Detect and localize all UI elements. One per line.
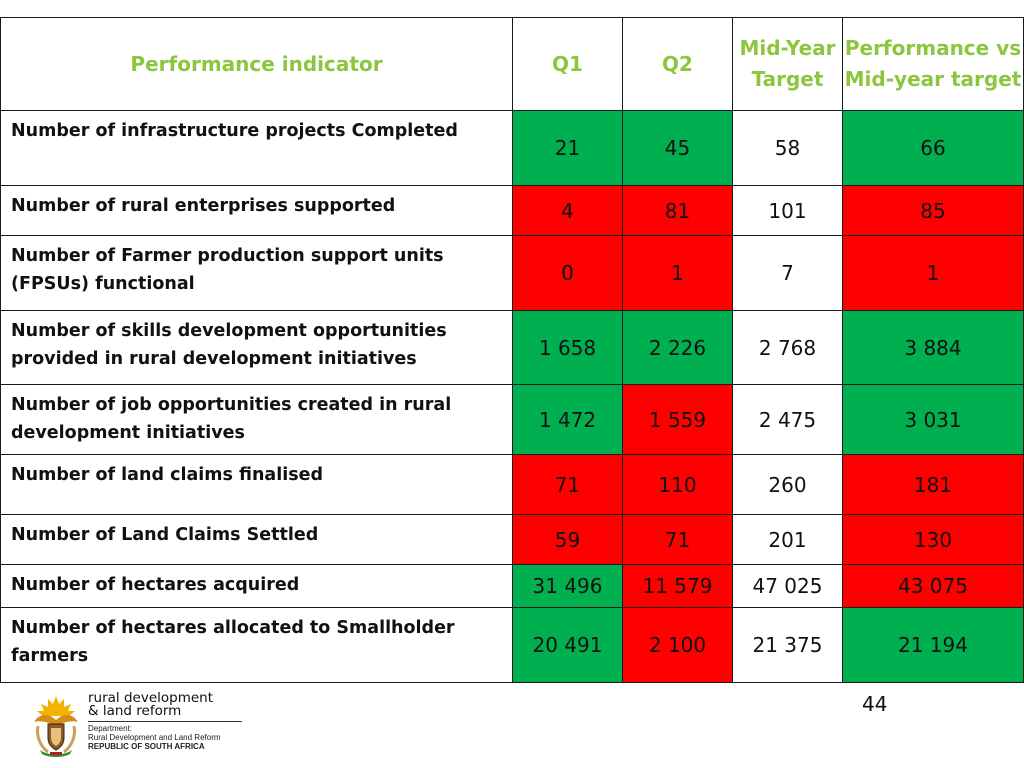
indicator-cell: Number of rural enterprises supported [0, 185, 513, 236]
south-africa-coat-of-arms-icon [34, 696, 78, 757]
table-row: Number of infrastructure projects Comple… [0, 110, 1024, 186]
indicator-cell: Number of Land Claims Settled [0, 514, 513, 565]
target-cell: 101 [732, 185, 843, 236]
header-q1: Q1 [512, 17, 623, 111]
q2-cell: 110 [622, 454, 733, 515]
header-mid-year-target: Mid-Year Target [732, 17, 843, 111]
target-cell: 2 768 [732, 310, 843, 385]
q2-cell: 71 [622, 514, 733, 565]
department-name-line1: rural development [88, 690, 214, 706]
indicator-cell: Number of hectares acquired [0, 564, 513, 608]
q1-cell: 1 472 [512, 384, 623, 455]
q1-cell: 59 [512, 514, 623, 565]
q1-cell: 21 [512, 110, 623, 186]
q2-cell: 1 559 [622, 384, 733, 455]
department-logo: rural development & land reform Departme… [28, 690, 242, 758]
department-subtitle: Department: Rural Development and Land R… [88, 724, 221, 751]
header-row: Performance indicator Q1 Q2 Mid-Year Tar… [0, 17, 1024, 111]
indicator-cell: Number of land claims finalised [0, 454, 513, 515]
target-cell: 21 375 [732, 607, 843, 683]
q2-cell: 45 [622, 110, 733, 186]
q2-cell: 11 579 [622, 564, 733, 608]
q2-cell: 2 226 [622, 310, 733, 385]
indicator-cell: Number of job opportunities created in r… [0, 384, 513, 455]
table-row: Number of hectares acquired 31 496 11 57… [0, 564, 1024, 608]
table-row: Number of Land Claims Settled 59 71 201 … [0, 514, 1024, 565]
performance-table: Performance indicator Q1 Q2 Mid-Year Tar… [0, 17, 1024, 683]
country-name: REPUBLIC OF SOUTH AFRICA [88, 742, 205, 751]
indicator-cell: Number of skills development opportuniti… [0, 310, 513, 385]
performance-cell: 85 [842, 185, 1024, 236]
page-number: 44 [862, 692, 888, 716]
q1-cell: 71 [512, 454, 623, 515]
q2-cell: 1 [622, 235, 733, 311]
table-row: Number of job opportunities created in r… [0, 384, 1024, 455]
performance-cell: 21 194 [842, 607, 1024, 683]
department-name-line2: & land reform [88, 703, 182, 719]
q1-cell: 31 496 [512, 564, 623, 608]
table-row: Number of land claims finalised 71 110 2… [0, 454, 1024, 515]
performance-cell: 43 075 [842, 564, 1024, 608]
performance-cell: 1 [842, 235, 1024, 311]
indicator-cell: Number of hectares allocated to Smallhol… [0, 607, 513, 683]
department-label: Department: [88, 724, 133, 733]
q1-cell: 1 658 [512, 310, 623, 385]
target-cell: 260 [732, 454, 843, 515]
table-row: Number of skills development opportuniti… [0, 310, 1024, 385]
target-cell: 47 025 [732, 564, 843, 608]
q1-cell: 4 [512, 185, 623, 236]
q2-cell: 2 100 [622, 607, 733, 683]
department-full-name: Rural Development and Land Reform [88, 733, 221, 742]
divider [88, 721, 242, 722]
q1-cell: 0 [512, 235, 623, 311]
indicator-cell: Number of Farmer production support unit… [0, 235, 513, 311]
performance-cell: 66 [842, 110, 1024, 186]
performance-cell: 3 031 [842, 384, 1024, 455]
target-cell: 201 [732, 514, 843, 565]
performance-cell: 3 884 [842, 310, 1024, 385]
performance-cell: 130 [842, 514, 1024, 565]
performance-cell: 181 [842, 454, 1024, 515]
target-cell: 58 [732, 110, 843, 186]
indicator-cell: Number of infrastructure projects Comple… [0, 110, 513, 186]
q1-cell: 20 491 [512, 607, 623, 683]
header-performance-indicator: Performance indicator [0, 17, 513, 111]
header-q2: Q2 [622, 17, 733, 111]
department-name: rural development & land reform [88, 690, 214, 719]
q2-cell: 81 [622, 185, 733, 236]
header-performance-vs-mid-year: Performance vs Mid-year target [842, 17, 1024, 111]
target-cell: 2 475 [732, 384, 843, 455]
table-row: Number of hectares allocated to Smallhol… [0, 607, 1024, 683]
table-row: Number of rural enterprises supported 4 … [0, 185, 1024, 236]
target-cell: 7 [732, 235, 843, 311]
table-row: Number of Farmer production support unit… [0, 235, 1024, 311]
